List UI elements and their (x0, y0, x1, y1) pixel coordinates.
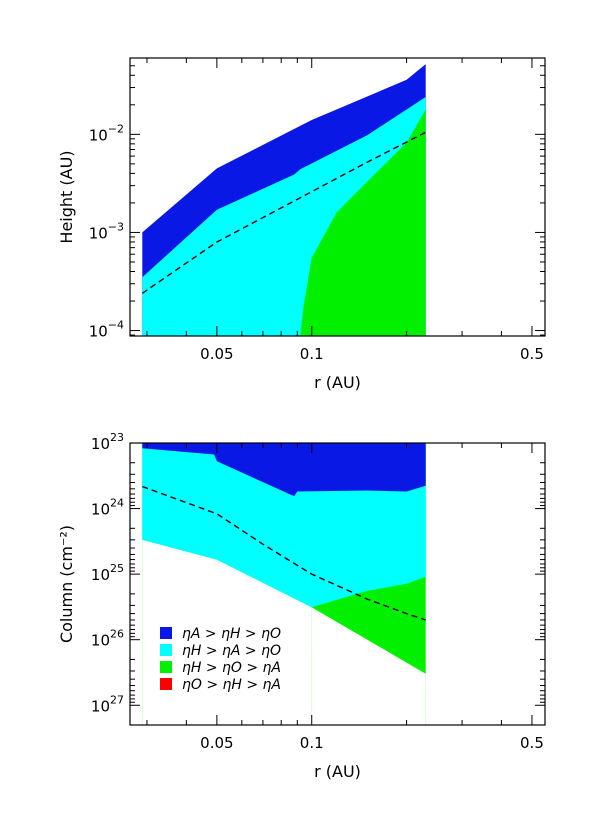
dashed-line (141, 131, 427, 294)
legend-label: ηH > ηA > ηO (182, 643, 281, 659)
y-tick-label: 10−2 (89, 122, 124, 144)
empty-region (311, 607, 426, 725)
empty-region-left (142, 539, 312, 725)
y-tick-label: 10−3 (89, 220, 124, 242)
legend-swatch (160, 678, 172, 690)
blue-region (142, 443, 426, 497)
x-tick-label: 0.1 (300, 734, 324, 752)
plot-frame (129, 442, 546, 726)
x-axis-title: r (AU) (314, 762, 361, 781)
y-axis-title: Height (AU) (57, 150, 76, 243)
x-tick-label: 0.05 (200, 734, 233, 752)
legend-label: ηH > ηO > ηA (182, 660, 281, 676)
legend-swatch (160, 627, 172, 639)
dashed-line (142, 485, 426, 621)
column-panel: 0.05 0.1 0.5 1023 1024 1025 1026 1027 r (AU) Colu… (57, 431, 546, 781)
plot-frame (129, 57, 546, 337)
y-tick-label: 10−4 (89, 319, 124, 341)
y-tick-label: 1025 (91, 562, 124, 584)
y-tick-label: 1026 (91, 628, 124, 650)
legend-swatch (160, 644, 172, 656)
x-tick-label: 0.1 (300, 345, 324, 363)
legend-label: ηA > ηH > ηO (182, 626, 281, 642)
y-tick-label: 1024 (91, 497, 124, 519)
legend-swatch (160, 661, 172, 673)
y-axis-title: Column (cm⁻²) (57, 525, 76, 643)
legend-label: ηO > ηH > ηA (182, 677, 281, 693)
x-tick-label: 0.5 (520, 734, 544, 752)
y-tick-label: 1027 (91, 693, 124, 715)
x-tick-label: 0.05 (200, 345, 233, 363)
green-region (300, 109, 426, 336)
y-tick-label: 1023 (91, 431, 124, 453)
height-panel: 0.05 0.1 0.5 10−4 10−3 10−2 r (AU) Height (AU) (57, 57, 546, 392)
x-axis-title: r (AU) (314, 373, 361, 392)
x-tick-label: 0.5 (520, 345, 544, 363)
